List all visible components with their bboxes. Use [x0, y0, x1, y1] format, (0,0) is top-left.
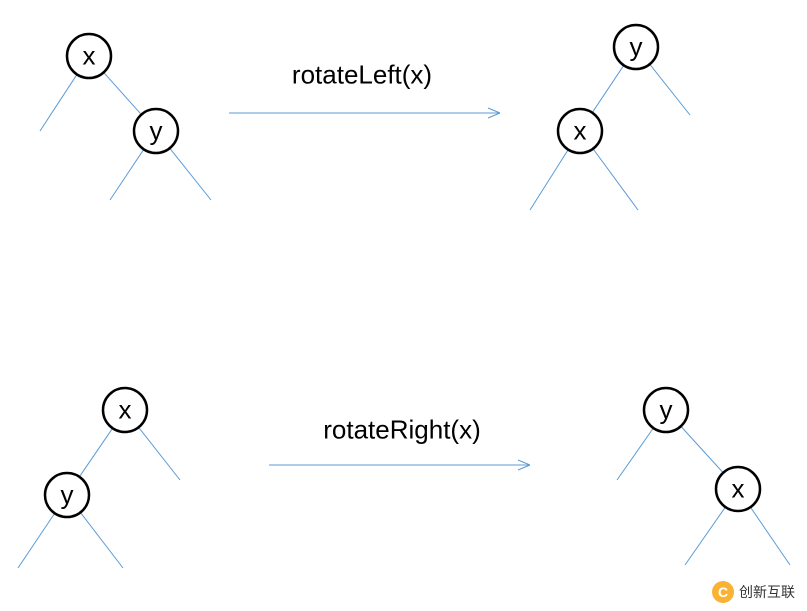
node-label-y: y [630, 32, 643, 63]
operation-label-1: rotateRight(x) [323, 415, 481, 446]
node-label-y: y [61, 480, 74, 511]
node-label-x: x [83, 41, 96, 72]
diagram-svg [0, 0, 807, 611]
watermark: C 创新互联 [712, 581, 795, 603]
node-label-x: x [574, 116, 587, 147]
node-label-y: y [150, 116, 163, 147]
watermark-icon: C [712, 581, 734, 603]
operation-label-0: rotateLeft(x) [292, 60, 432, 91]
diagram-container: rotateLeft(x) x y y x rotateRight(x) x y y x C 创新… [0, 0, 807, 611]
watermark-text: 创新互联 [739, 582, 795, 602]
node-label-x: x [732, 474, 745, 505]
node-label-y: y [660, 395, 673, 426]
node-label-x: x [119, 395, 132, 426]
